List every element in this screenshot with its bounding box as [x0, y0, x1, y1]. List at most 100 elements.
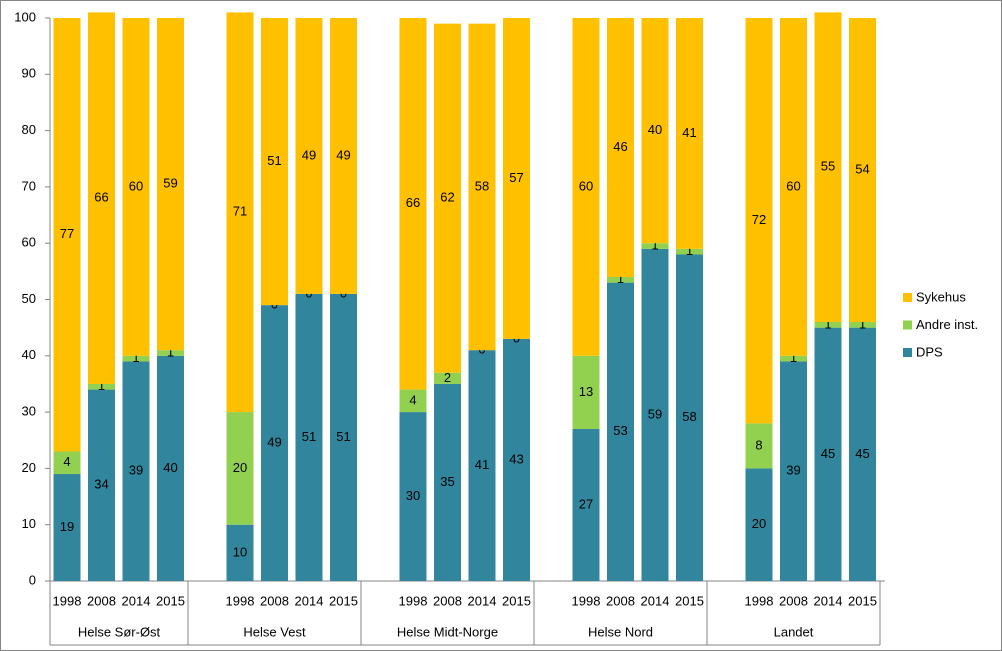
value-label: 1 — [824, 316, 831, 331]
bar-segment — [226, 412, 254, 525]
bar-segment — [468, 23, 496, 351]
bar-segment — [226, 524, 254, 581]
group-label: Helse Midt-Norge — [397, 624, 498, 639]
x-tick-label: 2015 — [329, 593, 358, 608]
y-tick-label: 60 — [22, 235, 36, 250]
bar-segment — [676, 254, 703, 581]
value-label: 27 — [579, 496, 593, 511]
value-label: 4 — [63, 454, 70, 469]
value-label: 49 — [302, 147, 316, 162]
legend-label: DPS — [916, 344, 943, 359]
bar-segment — [641, 248, 669, 581]
bar-segment — [780, 361, 807, 581]
x-tick-label: 2014 — [468, 593, 497, 608]
x-tick-label: 1998 — [399, 593, 428, 608]
value-label: 40 — [163, 460, 177, 475]
value-label: 57 — [509, 170, 523, 185]
y-tick-label: 70 — [22, 178, 36, 193]
value-label: 54 — [855, 161, 869, 176]
bar-segment — [261, 18, 288, 306]
value-label: 1 — [617, 271, 624, 286]
y-tick-label: 50 — [22, 291, 36, 306]
legend-label: Sykehus — [916, 289, 966, 304]
y-tick-label: 10 — [22, 516, 36, 531]
y-tick-label: 0 — [29, 572, 36, 587]
value-label: 40 — [648, 122, 662, 137]
value-label: 71 — [233, 204, 247, 219]
value-label: 58 — [475, 178, 489, 193]
x-tick-label: 1998 — [53, 593, 82, 608]
x-tick-label: 2015 — [502, 593, 531, 608]
value-label: 77 — [60, 226, 74, 241]
bar-segment — [503, 338, 530, 581]
y-tick-label: 90 — [22, 66, 36, 81]
value-label: 34 — [94, 477, 108, 492]
bar-segment — [814, 322, 842, 328]
bar-segment — [434, 23, 461, 373]
x-tick-label: 2014 — [814, 593, 843, 608]
value-label: 53 — [613, 423, 627, 438]
bar-segment — [295, 293, 323, 581]
bar-segment — [330, 18, 357, 294]
y-tick-label: 40 — [22, 347, 36, 362]
value-label: 58 — [682, 409, 696, 424]
bar-segment — [572, 18, 600, 356]
value-label: 62 — [440, 190, 454, 205]
value-label: 49 — [336, 147, 350, 162]
value-label: 1 — [98, 378, 105, 393]
value-label: 1 — [859, 316, 866, 331]
bar-segment — [607, 282, 634, 581]
bar-segment — [53, 18, 81, 452]
y-tick-label: 100 — [14, 9, 36, 24]
value-label: 35 — [440, 474, 454, 489]
value-label: 45 — [855, 446, 869, 461]
value-label: 1 — [167, 344, 174, 359]
bar-segment — [88, 389, 115, 581]
bar-segment — [226, 12, 254, 413]
bar-segment — [572, 428, 600, 581]
bar-segment — [88, 12, 115, 384]
bar-segment — [607, 18, 634, 277]
bar-segment — [261, 305, 288, 581]
x-tick-label: 2014 — [122, 593, 151, 608]
y-tick-label: 20 — [22, 460, 36, 475]
value-label: 8 — [755, 437, 762, 452]
value-label: 30 — [406, 488, 420, 503]
bar-segment — [399, 18, 427, 390]
x-tick-label: 2008 — [779, 593, 808, 608]
value-label: 2 — [444, 370, 451, 385]
value-label: 19 — [60, 519, 74, 534]
bar-segment — [676, 248, 703, 255]
bar-segment — [745, 423, 773, 469]
bar-segment — [849, 18, 876, 323]
bar-segment — [607, 276, 634, 283]
value-label: 1 — [132, 350, 139, 365]
value-label: 51 — [267, 153, 281, 168]
bar-segment — [434, 383, 461, 581]
legend-swatch — [903, 320, 912, 330]
bar-segment — [53, 474, 81, 581]
bar-segment — [399, 412, 427, 581]
value-label: 39 — [129, 463, 143, 478]
value-label: 59 — [163, 176, 177, 191]
bar-segment — [641, 243, 669, 249]
x-tick-label: 2015 — [156, 593, 185, 608]
value-label: 39 — [786, 463, 800, 478]
bar-segment — [745, 18, 773, 424]
value-label: 1 — [686, 243, 693, 258]
bar-segment — [641, 18, 669, 244]
value-label: 60 — [129, 178, 143, 193]
bar-segment — [399, 389, 427, 413]
x-tick-label: 2014 — [295, 593, 324, 608]
x-tick-label: 2015 — [675, 593, 704, 608]
y-tick-label: 80 — [22, 122, 36, 137]
value-label: 43 — [509, 451, 523, 466]
bar-segment — [814, 327, 842, 581]
value-label: 41 — [682, 125, 696, 140]
bar-segment — [434, 372, 461, 384]
group-label: Landet — [774, 624, 814, 639]
value-label: 10 — [233, 544, 247, 559]
bar-segment — [780, 18, 807, 356]
bar-segment — [849, 327, 876, 581]
